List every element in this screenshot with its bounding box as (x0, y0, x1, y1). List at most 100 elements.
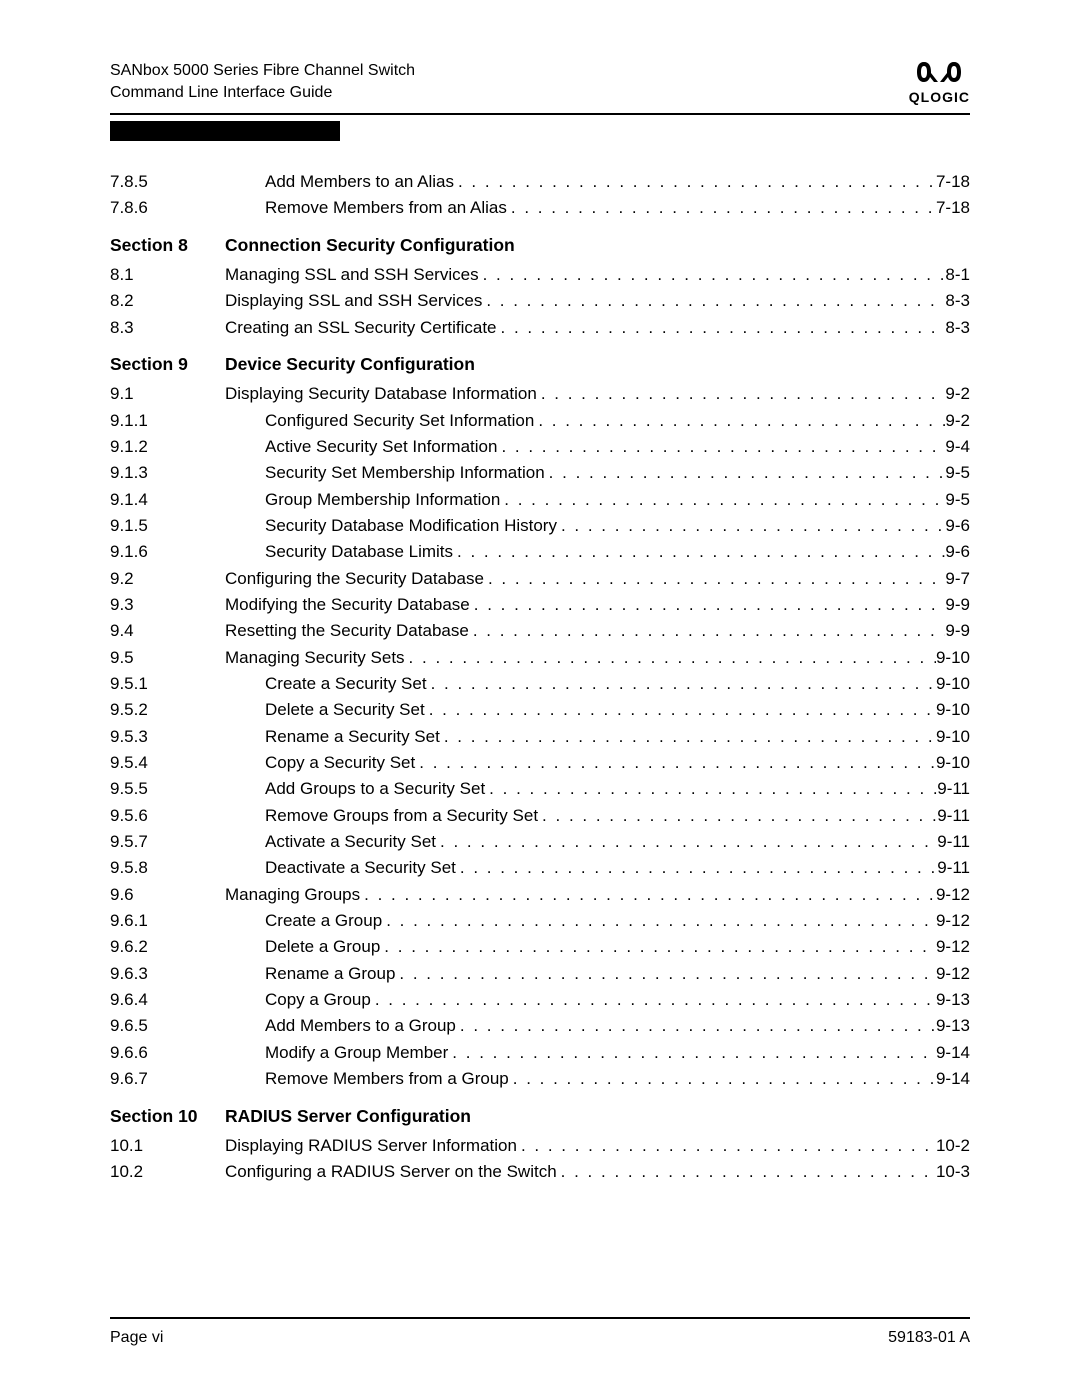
toc-entry-title: Security Set Membership Information (225, 460, 545, 486)
header-title-block: SANbox 5000 Series Fibre Channel Switch … (110, 60, 415, 105)
toc-entry-title: Delete a Security Set (225, 697, 425, 723)
toc-section-heading: Section 9Device Security Configuration (110, 351, 970, 377)
toc-entry-line: Delete a Security Set . . . . . . . . . … (225, 697, 970, 723)
toc-entry-line: Copy a Security Set . . . . . . . . . . … (225, 750, 970, 776)
toc-entry-number: 9.5.7 (110, 829, 225, 855)
toc-leader-dots: . . . . . . . . . . . . . . . . . . . . … (497, 434, 945, 460)
toc-entry-page: 9-11 (937, 855, 970, 881)
toc-entry-title: Configuring a RADIUS Server on the Switc… (225, 1159, 557, 1185)
toc-entry-page: 9-11 (937, 829, 970, 855)
toc-entry-number: 9.1.2 (110, 434, 225, 460)
toc-entry-page: 9-9 (945, 618, 970, 644)
toc-entry-title: Resetting the Security Database (225, 618, 469, 644)
toc-entry: 8.3Creating an SSL Security Certificate … (110, 315, 970, 341)
toc-leader-dots: . . . . . . . . . . . . . . . . . . . . … (453, 539, 945, 565)
toc-entry-line: Delete a Group . . . . . . . . . . . . .… (225, 934, 970, 960)
toc-leader-dots: . . . . . . . . . . . . . . . . . . . . … (382, 908, 936, 934)
toc-entry-line: Add Members to an Alias . . . . . . . . … (225, 169, 970, 195)
toc-entry-line: Security Set Membership Information . . … (225, 460, 970, 486)
toc-entry: 9.5.6Remove Groups from a Security Set .… (110, 803, 970, 829)
toc-entry-title: Displaying RADIUS Server Information (225, 1133, 517, 1159)
toc-entry-line: Create a Group . . . . . . . . . . . . .… (225, 908, 970, 934)
toc-entry-line: Displaying SSL and SSH Services . . . . … (225, 288, 970, 314)
toc-leader-dots: . . . . . . . . . . . . . . . . . . . . … (469, 618, 946, 644)
toc-leader-dots: . . . . . . . . . . . . . . . . . . . . … (380, 934, 936, 960)
toc-entry-title: Modify a Group Member (225, 1040, 448, 1066)
toc-entry-number: 9.3 (110, 592, 225, 618)
toc-entry-line: Remove Groups from a Security Set . . . … (225, 803, 970, 829)
toc-entry-title: Remove Members from an Alias (225, 195, 507, 221)
toc-entry: 9.1Displaying Security Database Informat… (110, 381, 970, 407)
header-line-2: Command Line Interface Guide (110, 82, 415, 104)
toc-entry-number: 9.6.7 (110, 1066, 225, 1092)
toc-entry: 8.2Displaying SSL and SSH Services . . .… (110, 288, 970, 314)
toc-leader-dots: . . . . . . . . . . . . . . . . . . . . … (405, 645, 936, 671)
toc-entry: 9.1.2Active Security Set Information . .… (110, 434, 970, 460)
toc-leader-dots: . . . . . . . . . . . . . . . . . . . . … (507, 195, 936, 221)
toc-entry: 9.2Configuring the Security Database . .… (110, 566, 970, 592)
toc-leader-dots: . . . . . . . . . . . . . . . . . . . . … (454, 169, 936, 195)
toc-entry-line: Security Database Modification History .… (225, 513, 970, 539)
toc-leader-dots: . . . . . . . . . . . . . . . . . . . . … (456, 1013, 936, 1039)
toc-entry-number: 10.2 (110, 1159, 225, 1185)
toc-section-heading: Section 8Connection Security Configurati… (110, 232, 970, 258)
toc-entry-title: Copy a Security Set (225, 750, 415, 776)
toc-entry-line: Managing Groups . . . . . . . . . . . . … (225, 882, 970, 908)
toc-entry-number: 9.6.4 (110, 987, 225, 1013)
toc-entry-line: Displaying RADIUS Server Information . .… (225, 1133, 970, 1159)
toc-leader-dots: . . . . . . . . . . . . . . . . . . . . … (427, 671, 936, 697)
toc-entry: 9.1.4Group Membership Information . . . … (110, 487, 970, 513)
toc-entry-title: Security Database Modification History (225, 513, 557, 539)
toc-leader-dots: . . . . . . . . . . . . . . . . . . . . … (538, 803, 937, 829)
toc-entry-page: 9-5 (945, 487, 970, 513)
toc-leader-dots: . . . . . . . . . . . . . . . . . . . . … (509, 1066, 936, 1092)
toc-entry: 10.1Displaying RADIUS Server Information… (110, 1133, 970, 1159)
toc-entry: 9.6.5Add Members to a Group . . . . . . … (110, 1013, 970, 1039)
toc-entry-title: Managing Security Sets (225, 645, 405, 671)
footer-rule (110, 1317, 970, 1319)
toc-leader-dots: . . . . . . . . . . . . . . . . . . . . … (537, 381, 946, 407)
toc-entry-line: Group Membership Information . . . . . .… (225, 487, 970, 513)
toc-entry-number: 7.8.6 (110, 195, 225, 221)
table-of-contents: 7.8.5Add Members to an Alias . . . . . .… (110, 169, 970, 1185)
toc-entry-title: Create a Group (225, 908, 382, 934)
toc-entry-title: Remove Members from a Group (225, 1066, 509, 1092)
toc-entry: 9.5Managing Security Sets . . . . . . . … (110, 645, 970, 671)
toc-entry-number: 9.6.5 (110, 1013, 225, 1039)
toc-entry-title: Managing Groups (225, 882, 360, 908)
toc-leader-dots: . . . . . . . . . . . . . . . . . . . . … (557, 513, 945, 539)
header-rule (110, 113, 970, 115)
toc-entry-page: 10-3 (936, 1159, 970, 1185)
toc-entry-line: Creating an SSL Security Certificate . .… (225, 315, 970, 341)
toc-entry: 9.5.4Copy a Security Set . . . . . . . .… (110, 750, 970, 776)
toc-leader-dots: . . . . . . . . . . . . . . . . . . . . … (484, 566, 945, 592)
toc-entry: 9.6.4Copy a Group . . . . . . . . . . . … (110, 987, 970, 1013)
toc-section-number: Section 9 (110, 351, 225, 377)
toc-entry-number: 9.1.1 (110, 408, 225, 434)
toc-section-heading: Section 10RADIUS Server Configuration (110, 1103, 970, 1129)
page-header: SANbox 5000 Series Fibre Channel Switch … (110, 60, 970, 105)
toc-entry-line: Rename a Security Set . . . . . . . . . … (225, 724, 970, 750)
toc-section-title: Connection Security Configuration (225, 232, 515, 258)
toc-leader-dots: . . . . . . . . . . . . . . . . . . . . … (497, 315, 946, 341)
toc-section-number: Section 10 (110, 1103, 225, 1129)
page-footer: Page vi 59183-01 A (110, 1317, 970, 1347)
toc-entry-title: Delete a Group (225, 934, 380, 960)
toc-entry-number: 9.5.3 (110, 724, 225, 750)
toc-entry: 10.2Configuring a RADIUS Server on the S… (110, 1159, 970, 1185)
toc-entry-number: 9.5.6 (110, 803, 225, 829)
toc-entry-page: 8-3 (945, 315, 970, 341)
toc-entry-number: 9.6.3 (110, 961, 225, 987)
toc-leader-dots: . . . . . . . . . . . . . . . . . . . . … (534, 408, 945, 434)
toc-entry-number: 9.5 (110, 645, 225, 671)
toc-entry-line: Resetting the Security Database . . . . … (225, 618, 970, 644)
toc-leader-dots: . . . . . . . . . . . . . . . . . . . . … (479, 262, 946, 288)
toc-entry: 9.6.2Delete a Group . . . . . . . . . . … (110, 934, 970, 960)
toc-entry: 8.1Managing SSL and SSH Services . . . .… (110, 262, 970, 288)
toc-entry-line: Deactivate a Security Set . . . . . . . … (225, 855, 970, 881)
toc-entry-number: 9.5.1 (110, 671, 225, 697)
toc-entry-line: Managing SSL and SSH Services . . . . . … (225, 262, 970, 288)
toc-leader-dots: . . . . . . . . . . . . . . . . . . . . … (425, 697, 936, 723)
toc-entry-number: 9.4 (110, 618, 225, 644)
toc-section-title: RADIUS Server Configuration (225, 1103, 471, 1129)
